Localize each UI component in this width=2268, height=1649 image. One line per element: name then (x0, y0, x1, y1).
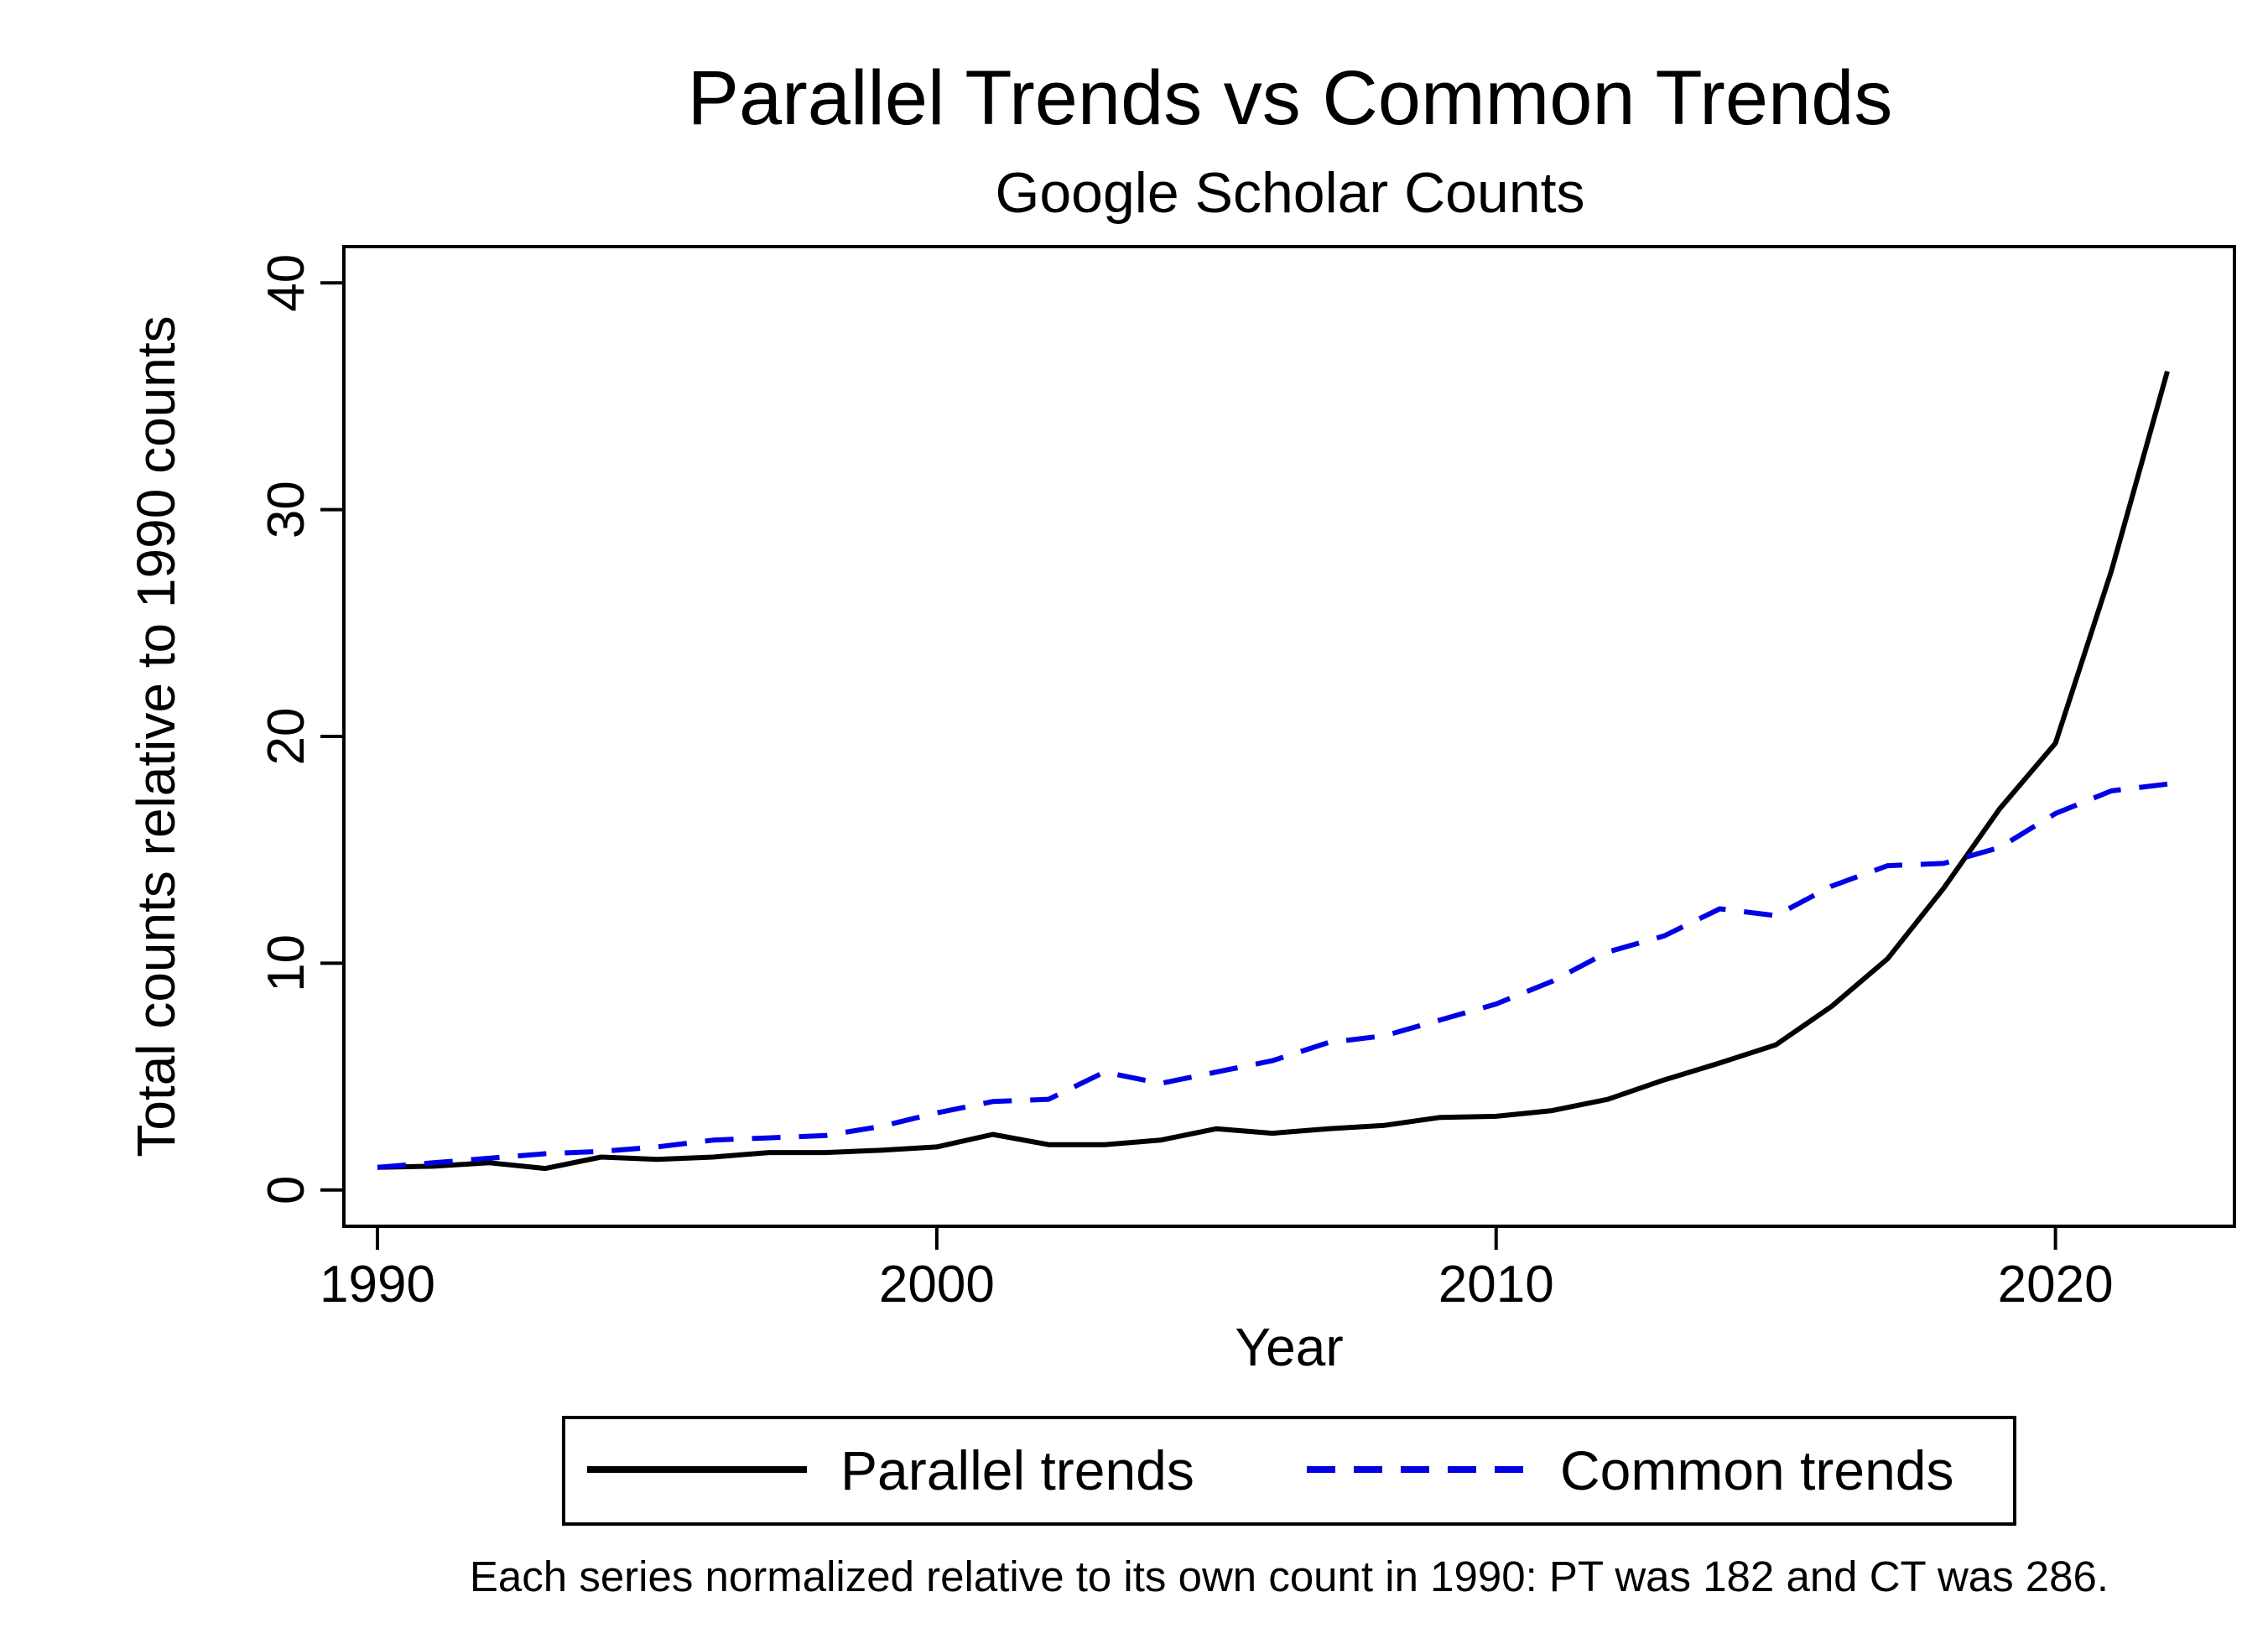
x-axis-label: Year (1235, 1317, 1343, 1377)
x-axis: 1990 2000 2010 2020 (320, 1225, 2234, 1313)
x-tick-label: 2000 (879, 1256, 995, 1313)
x-tick-label: 1990 (320, 1256, 435, 1313)
legend-label-common-trends: Common trends (1560, 1439, 1954, 1501)
y-axis: 0 10 20 30 40 (257, 247, 346, 1226)
x-tick-label: 2020 (1998, 1256, 2114, 1313)
y-tick-label: 40 (257, 254, 315, 312)
legend-label-parallel-trends: Parallel trends (840, 1439, 1194, 1501)
y-tick-label: 10 (257, 934, 315, 992)
y-tick-label: 0 (257, 1175, 315, 1204)
y-axis-label: Total counts relative to 1990 counts (126, 315, 186, 1157)
series-line-common-trends (377, 781, 2168, 1170)
series-layer (377, 370, 2170, 1172)
y-tick-label: 30 (257, 481, 315, 538)
series-line-parallel-trends (377, 370, 2170, 1172)
legend: Parallel trends Common trends (562, 1416, 2016, 1526)
chart-note: Each series normalized relative to its o… (470, 1553, 2109, 1600)
x-tick-label: 2010 (1438, 1256, 1554, 1313)
chart-title: Parallel Trends vs Common Trends (688, 55, 1893, 141)
y-tick-label: 20 (257, 708, 315, 766)
chart-subtitle: Google Scholar Counts (995, 161, 1584, 225)
